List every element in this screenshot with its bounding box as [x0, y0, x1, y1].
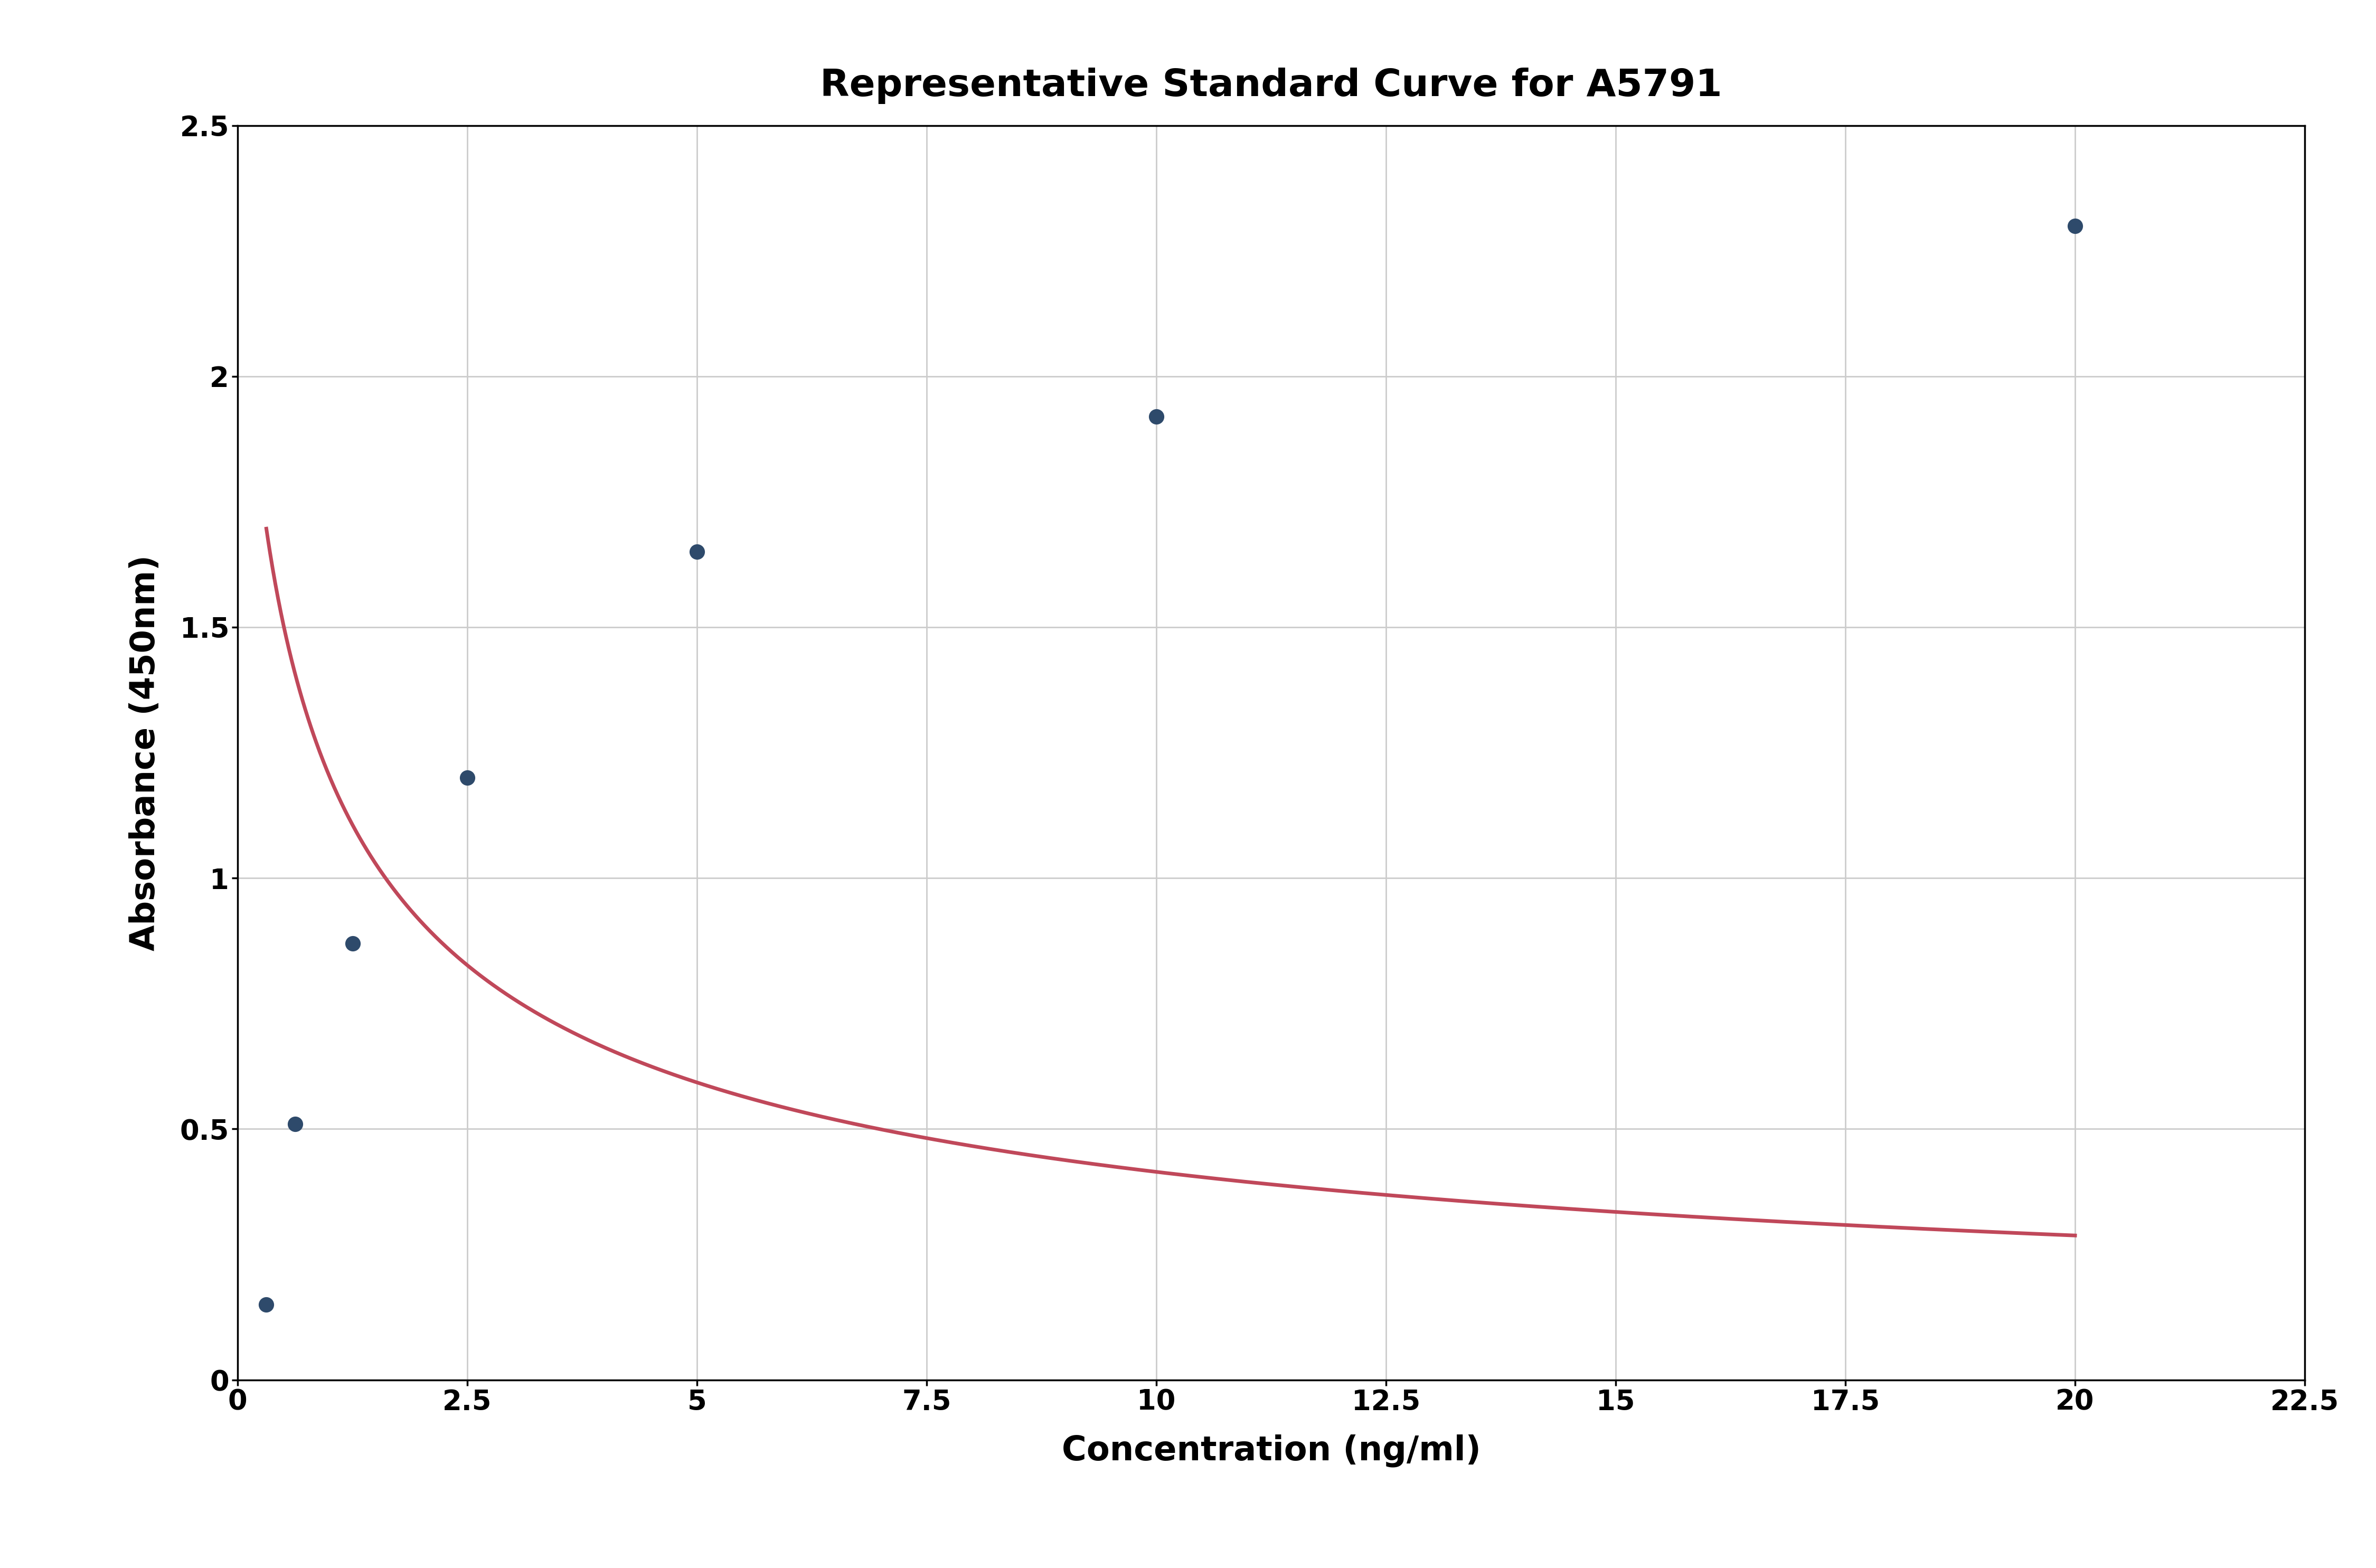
- Point: [333, 931, 371, 956]
- Point: [247, 1292, 285, 1317]
- Title: Representative Standard Curve for A5791: Representative Standard Curve for A5791: [820, 67, 1723, 103]
- Point: [276, 1112, 314, 1137]
- Point: [449, 765, 487, 790]
- X-axis label: Concentration (ng/ml): Concentration (ng/ml): [1062, 1435, 1480, 1468]
- Point: [2055, 213, 2093, 238]
- Point: [1138, 405, 1176, 430]
- Point: [677, 539, 715, 564]
- Y-axis label: Absorbance (450nm): Absorbance (450nm): [128, 555, 162, 950]
